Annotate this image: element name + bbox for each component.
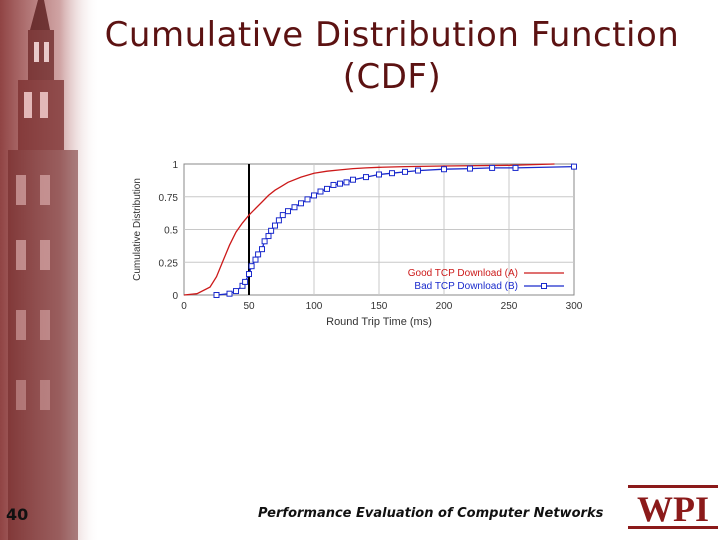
y-tick-label: 0.25: [159, 258, 179, 269]
series-b-point: [389, 170, 395, 177]
series-b-point: [317, 188, 324, 195]
series-b-point: [213, 292, 220, 298]
x-tick-label: 250: [501, 301, 518, 312]
slide-title-line1: Cumulative Distribution Function: [104, 15, 680, 55]
series-b-point: [311, 192, 317, 199]
series-b-point: [489, 164, 496, 171]
series-b-point: [467, 165, 473, 172]
series-b-point: [226, 290, 233, 297]
series-b-point: [304, 196, 311, 203]
series-b-point: [415, 167, 421, 174]
series-b-point: [343, 179, 350, 186]
series-b-point: [512, 164, 519, 171]
slide-number: 40: [6, 505, 29, 524]
series-b-point: [272, 222, 278, 229]
series-b-point: [337, 180, 343, 187]
series-b-point: [242, 278, 249, 285]
y-tick-label: 0.75: [159, 193, 179, 204]
series-b-point: [248, 263, 255, 270]
series-b-point: [298, 200, 304, 207]
series-b-point: [255, 251, 262, 258]
x-tick-label: 100: [306, 301, 323, 312]
x-tick-label: 50: [243, 301, 255, 312]
legend-label-b: Bad TCP Download (B): [414, 281, 518, 292]
series-b-point: [268, 227, 275, 234]
series-b-point: [376, 171, 382, 178]
series-b-point: [261, 238, 268, 245]
series-b-point: [265, 233, 272, 240]
slide-title: Cumulative Distribution Function (CDF): [92, 14, 692, 98]
wpi-logo: WPI: [628, 485, 718, 529]
series-b-point: [330, 181, 337, 188]
series-b-point: [279, 212, 286, 219]
legend-label-a: Good TCP Download (A): [408, 268, 518, 279]
x-axis-label: Round Trip Time (ms): [326, 316, 432, 328]
svg-text:WPI: WPI: [637, 489, 709, 529]
series-b-point: [252, 256, 259, 263]
series-b-point: [275, 217, 282, 224]
series-b-point: [233, 288, 239, 295]
x-tick-label: 200: [436, 301, 453, 312]
series-b-point: [402, 168, 408, 175]
building-tower-image: [0, 0, 100, 540]
series-b-point: [324, 185, 330, 192]
series-b-point: [291, 204, 298, 211]
footer-text: Performance Evaluation of Computer Netwo…: [258, 506, 604, 521]
x-tick-label: 300: [566, 301, 583, 312]
y-tick-label: 0: [172, 291, 178, 302]
y-tick-label: 1: [172, 160, 178, 171]
series-b-point: [350, 176, 356, 183]
y-axis-label: Cumulative Distribution: [132, 178, 143, 281]
series-b-point: [246, 271, 252, 278]
series-b-point: [571, 163, 577, 170]
x-tick-label: 150: [371, 301, 388, 312]
series-b-point: [441, 166, 447, 173]
legend-marker-b: [541, 283, 547, 289]
x-tick-label: 0: [181, 301, 187, 312]
cdf-chart: 0 50 100 150 200 250 300 0 0.25 0.5 0.75 1 Good TCP …: [132, 160, 583, 328]
series-b-point: [285, 208, 291, 215]
series-line-a: [183, 163, 555, 296]
series-b-point: [363, 174, 369, 181]
slide-title-line2: (CDF): [342, 57, 442, 97]
series-b-point: [259, 246, 265, 253]
y-tick-label: 0.5: [164, 226, 178, 237]
